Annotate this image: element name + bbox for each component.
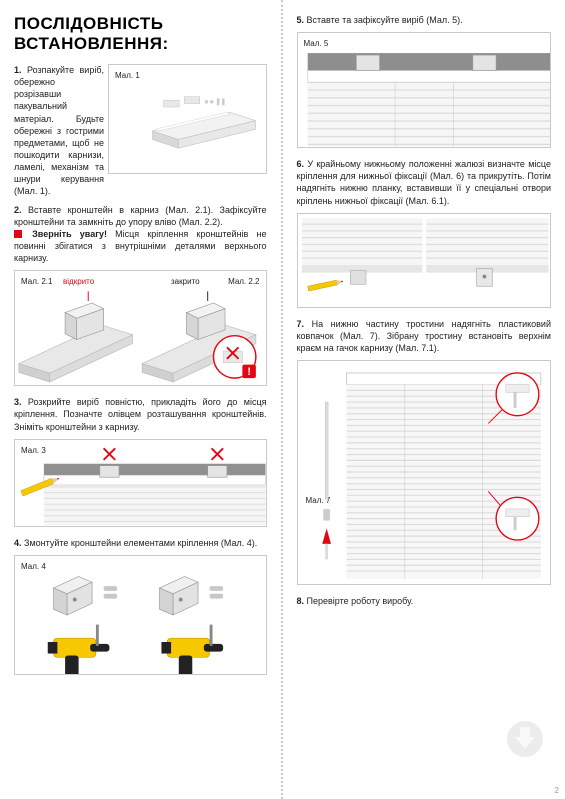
- left-column: ПОСЛІДОВНІСТЬ ВСТАНОВЛЕННЯ: 1. Розпакуйт…: [0, 0, 283, 799]
- step-3-body: Розкрийте виріб повністю, прикладіть йог…: [14, 397, 267, 431]
- fig2-illustration: !: [15, 271, 266, 385]
- figure-4: Мал. 4: [14, 555, 267, 675]
- figure-7: Мал. 7 Мал. 7.1: [297, 360, 552, 585]
- step-8-body: Перевірте роботу виробу.: [307, 596, 414, 606]
- figure-6: Мал. 6 Мал. 6.1: [297, 213, 552, 308]
- fig3-illustration: [15, 440, 266, 526]
- warning-label: Зверніть увагу!: [32, 229, 107, 239]
- step-2-body: Вставте кронштейн в карниз (Мал. 2.1). З…: [14, 205, 267, 227]
- step-6-body: У крайньому нижньому положенні жалюзі ви…: [297, 159, 552, 205]
- step-6-num: 6.: [297, 159, 305, 169]
- step-5-text: 5. Вставте та зафіксуйте виріб (Мал. 5).: [297, 14, 552, 26]
- step-5-num: 5.: [297, 15, 305, 25]
- step-6-text: 6. У крайньому нижньому положенні жалюзі…: [297, 158, 552, 207]
- fig6-illustration: [298, 214, 551, 307]
- step-7-text: 7. На нижню частину тростини надягніть п…: [297, 318, 552, 354]
- step-4-body: Змонтуйте кронштейни елементами кріпленн…: [24, 538, 257, 548]
- figure-2: Мал. 2.1 відкрито закрито Мал. 2.2: [14, 270, 267, 386]
- step-4-num: 4.: [14, 538, 22, 548]
- step-7-body: На нижню частину тростини надягніть плас…: [297, 319, 552, 353]
- step-8-num: 8.: [297, 596, 305, 606]
- svg-text:!: !: [247, 366, 251, 378]
- step-1-num: 1.: [14, 65, 22, 75]
- step-2-text: 2. Вставте кронштейн в карниз (Мал. 2.1)…: [14, 204, 267, 265]
- step-7-num: 7.: [297, 319, 305, 329]
- figure-3: Мал. 3: [14, 439, 267, 527]
- figure-1: Мал. 1: [108, 64, 267, 174]
- step-2-num: 2.: [14, 205, 22, 215]
- page-title: ПОСЛІДОВНІСТЬ ВСТАНОВЛЕННЯ:: [14, 14, 267, 54]
- fig-1-label: Мал. 1: [115, 71, 140, 80]
- fig1-illustration: [139, 95, 269, 155]
- step-8-text: 8. Перевірте роботу виробу.: [297, 595, 552, 607]
- step-5-body: Вставте та зафіксуйте виріб (Мал. 5).: [307, 15, 463, 25]
- step-4-text: 4. Змонтуйте кронштейни елементами кріпл…: [14, 537, 267, 549]
- figure-5: Мал. 5: [297, 32, 552, 148]
- fig5-illustration: [298, 33, 551, 147]
- fig4-illustration: [15, 556, 266, 674]
- step-1-text: 1. Розпакуйте виріб, обережно розрізавши…: [14, 64, 104, 198]
- fig7-illustration: [298, 361, 551, 584]
- right-column: 5. Вставте та зафіксуйте виріб (Мал. 5).…: [283, 0, 565, 799]
- step-3-num: 3.: [14, 397, 22, 407]
- step-1-body: Розпакуйте виріб, обережно розрізавши па…: [14, 65, 104, 196]
- page-number: 2: [555, 786, 559, 795]
- warning-icon: [14, 230, 22, 238]
- step-3-text: 3. Розкрийте виріб повністю, прикладіть …: [14, 396, 267, 432]
